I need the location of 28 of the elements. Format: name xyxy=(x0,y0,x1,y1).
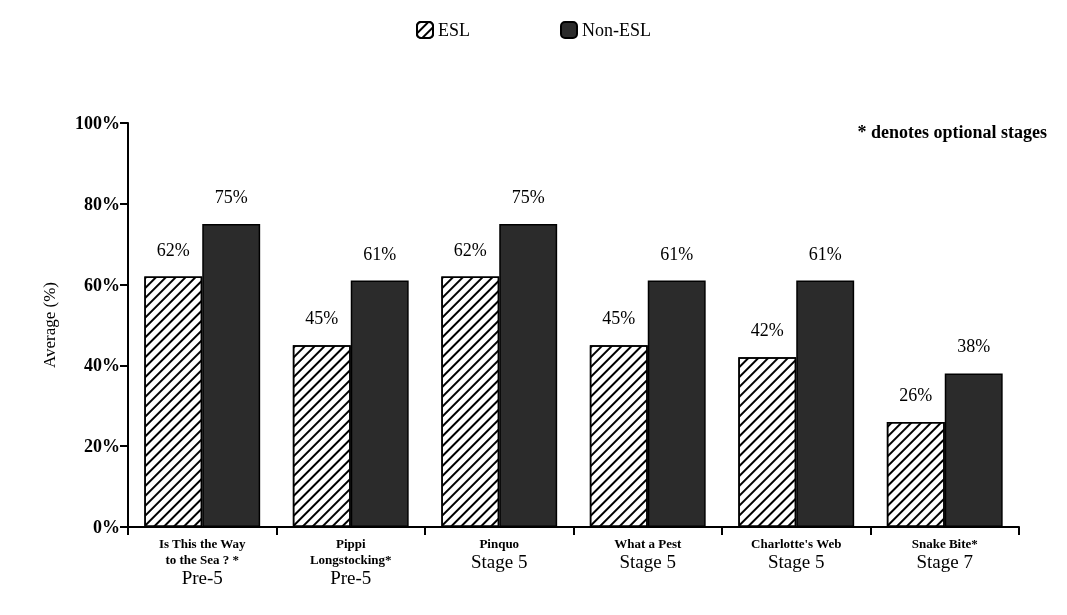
y-axis-title: Average (%) xyxy=(40,281,59,369)
data-label: 45% xyxy=(305,308,339,329)
data-label: 61% xyxy=(808,243,842,264)
x-tick-label: What a Pest Stage 5 xyxy=(614,535,682,572)
data-label: 42% xyxy=(750,320,784,341)
x-tick-label: Pinquo Stage 5 xyxy=(471,535,528,572)
x-tick-label: Is This the Way to the Sea ? * Pre-5 xyxy=(158,535,247,588)
data-label: 45% xyxy=(602,308,636,329)
x-tick-label: Snake Bite* Stage 7 xyxy=(911,535,978,572)
y-tick-label: 20% xyxy=(84,436,120,457)
data-label: 62% xyxy=(156,239,190,260)
data-label: 75% xyxy=(511,187,545,207)
y-tick-label: 100% xyxy=(75,113,120,133)
y-tick-label: 80% xyxy=(84,193,120,214)
data-label: 61% xyxy=(363,243,397,264)
data-label: 26% xyxy=(899,384,933,405)
x-tick-label: Pippi Longstocking* Pre-5 xyxy=(309,535,392,588)
data-label: 38% xyxy=(957,336,991,357)
legend-label: Non-ESL xyxy=(582,20,651,40)
data-label: 62% xyxy=(453,239,487,260)
data-label: 61% xyxy=(660,243,694,264)
annotation: * denotes optional stages xyxy=(857,122,1048,142)
data-label: 75% xyxy=(214,187,248,207)
y-tick-label: 0% xyxy=(93,517,120,537)
legend-label: ESL xyxy=(438,20,471,40)
y-tick-label: 40% xyxy=(84,355,120,376)
x-tick-label: Charlotte's Web Stage 5 xyxy=(751,535,842,572)
y-tick-label: 60% xyxy=(84,274,120,295)
